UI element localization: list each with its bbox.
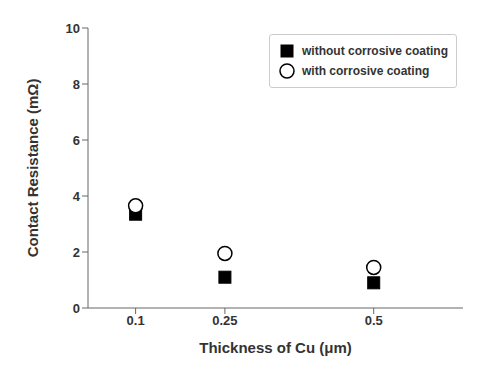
html-text:with corrosive coating: with corrosive coating	[302, 64, 430, 78]
svg-text:0.1: 0.1	[127, 313, 145, 328]
svg-text:0.25: 0.25	[212, 313, 237, 328]
svg-text:2: 2	[73, 245, 80, 260]
svg-text:0: 0	[73, 301, 80, 316]
svg-text:10: 10	[66, 21, 80, 36]
svg-text:Contact Resistance (mΩ): Contact Resistance (mΩ)	[24, 79, 41, 258]
html-text:without corrosive coating: without corrosive coating	[302, 44, 448, 58]
svg-text:Thickness of Cu (μm): Thickness of Cu (μm)	[199, 339, 352, 356]
svg-text:8: 8	[73, 77, 80, 92]
svg-text:6: 6	[73, 133, 80, 148]
svg-text:0.5: 0.5	[365, 313, 383, 328]
svg-text:4: 4	[73, 189, 81, 204]
